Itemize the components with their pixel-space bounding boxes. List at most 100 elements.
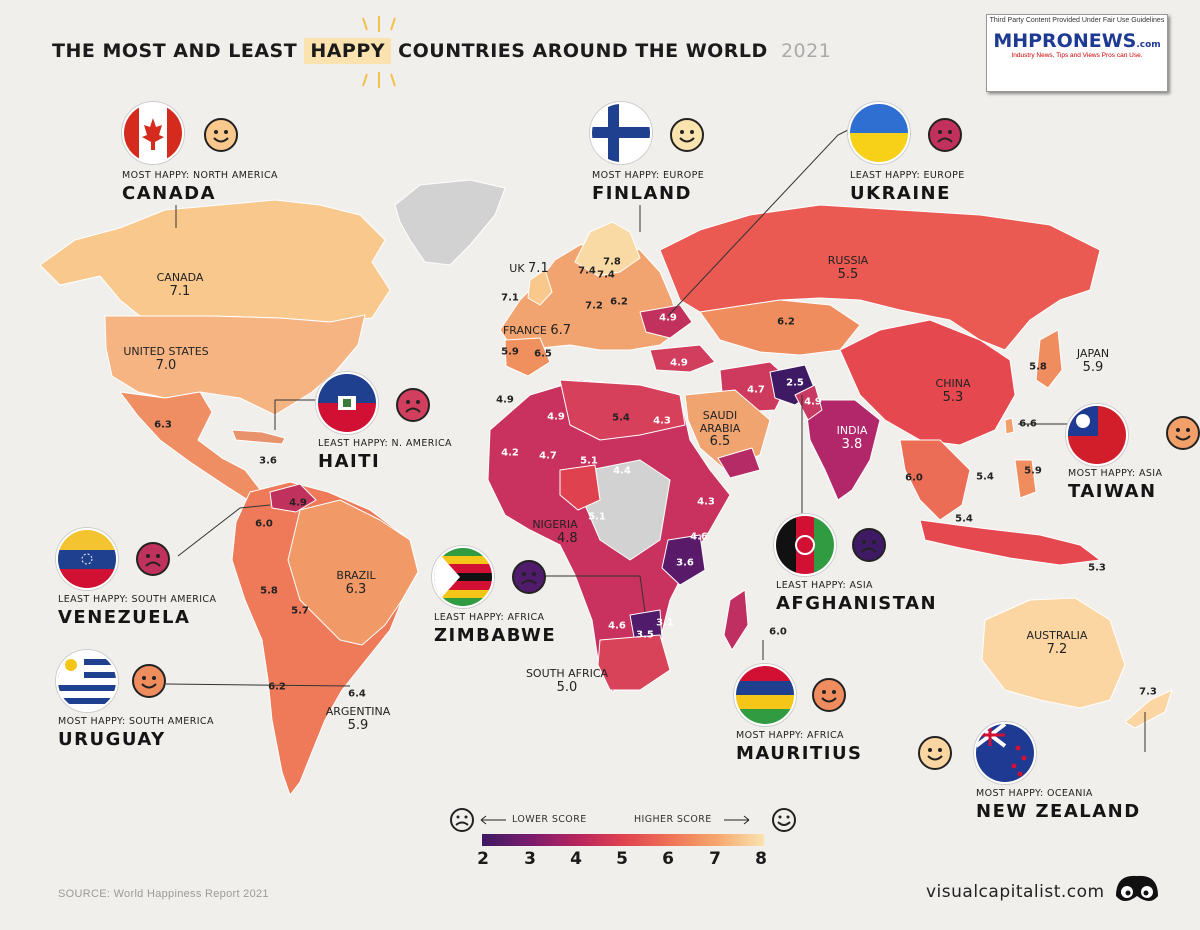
taiwan-shape <box>1004 417 1015 435</box>
map-value: 3.1 <box>656 617 674 629</box>
zimbabwe-flag-icon <box>432 546 494 608</box>
greenland-shape <box>394 179 506 266</box>
card-subtitle: LEAST HAPPY: SOUTH AMERICA <box>58 594 217 605</box>
map-label-name: INDIA <box>836 424 868 437</box>
tanzania-shape <box>661 534 706 586</box>
legend-color-bar <box>482 834 764 846</box>
pakistan-shape <box>794 384 823 421</box>
card-country-name: NEW ZEALAND <box>976 801 1141 822</box>
card-subtitle: LEAST HAPPY: N. AMERICA <box>318 438 452 449</box>
map-label-value: 7.1 <box>169 283 191 299</box>
logo-brand: MHPRONEWS.com <box>987 30 1167 52</box>
map-value: 6.2 <box>268 681 286 693</box>
uk-shape <box>527 269 553 306</box>
map-value: 5.1 <box>588 511 606 523</box>
map-label-france: FRANCE 6.7 <box>502 323 572 339</box>
map-label-china: CHINA 5.3 <box>936 377 971 406</box>
map-value: 5.9 <box>1024 465 1042 477</box>
logo-tagline: Industry News, Tips and Views Pros can U… <box>1011 52 1143 59</box>
map-value: 6.0 <box>905 472 923 484</box>
newzealand-shape <box>1124 689 1173 729</box>
map-label-value: 6.7 <box>550 323 572 338</box>
logo-domain: .com <box>1136 40 1161 50</box>
map-value: 7.3 <box>1139 686 1157 698</box>
map-value: 6.3 <box>154 419 172 431</box>
map-label-brazil: BRAZIL 6.3 <box>336 569 376 598</box>
legend-lower-label: LOWER SCORE <box>512 814 587 825</box>
map-value: 7.8 <box>603 256 621 268</box>
taiwan-flag-icon <box>1066 404 1128 466</box>
arrow-left-icon <box>480 815 506 825</box>
se-asia-shape <box>899 439 971 521</box>
map-value: 4.9 <box>804 396 822 408</box>
kazakhstan-shape <box>699 299 861 356</box>
brazil-shape <box>287 499 419 646</box>
afghanistan-flag-icon <box>774 514 836 576</box>
map-value: 7.1 <box>501 292 519 304</box>
sun-rays-icon <box>362 16 396 32</box>
map-value: 4.3 <box>653 415 671 427</box>
mexico-shape <box>119 391 263 501</box>
map-label-value: 7.1 <box>528 261 549 276</box>
map-label-name: FRANCE <box>502 324 547 337</box>
map-label-value: 5.9 <box>1082 359 1104 375</box>
legend-tick: 5 <box>616 849 628 869</box>
sad-face-icon <box>852 528 886 562</box>
brand-name[interactable]: visualcapitalist.com <box>926 882 1105 902</box>
card-subtitle: LEAST HAPPY: AFRICA <box>434 612 545 623</box>
logo-fair-use-text: Third Party Content Provided Under Fair … <box>989 17 1165 24</box>
map-label-saudi-arabia: SAUDI ARABIA 6.5 <box>690 409 750 450</box>
ukraine-shape <box>639 304 693 339</box>
ukraine-flag-icon <box>848 102 910 164</box>
india-shape <box>804 399 881 501</box>
title-highlight: HAPPY <box>304 38 392 64</box>
southafrica-shape <box>597 634 671 691</box>
map-label-name: NIGERIA <box>532 518 578 531</box>
map-value: 3.5 <box>636 629 654 641</box>
legend-tick: 4 <box>570 849 582 869</box>
card-country-name: ZIMBABWE <box>434 625 557 646</box>
australia-shape <box>981 597 1126 709</box>
happy-face-icon <box>812 678 846 712</box>
map-label-value: 7.2 <box>1046 641 1068 657</box>
map-value: 6.4 <box>348 688 366 700</box>
legend-tick: 3 <box>524 849 536 869</box>
canada-flag-icon <box>122 102 184 164</box>
page-title: THE MOST AND LEAST HAPPY COUNTRIES AROUN… <box>52 38 831 64</box>
logo-brand-text: MHPRONEWS <box>993 30 1137 52</box>
uruguay-flag-icon <box>56 650 118 712</box>
map-label-name: RUSSIA <box>827 254 869 267</box>
card-subtitle: LEAST HAPPY: EUROPE <box>850 170 965 181</box>
indonesia-shape <box>919 519 1101 566</box>
map-value: 4.6 <box>608 620 626 632</box>
card-country-name: TAIWAN <box>1068 481 1157 502</box>
map-label-argentina: ARGENTINA 5.9 <box>325 705 391 734</box>
map-label-value: 6.3 <box>345 581 367 597</box>
map-value: 4.2 <box>501 447 519 459</box>
map-label-value: 7.0 <box>155 357 177 373</box>
map-label-name: SAUDI ARABIA <box>699 409 741 435</box>
central-africa-shape <box>584 459 671 561</box>
legend-tick: 8 <box>755 849 767 869</box>
map-label-name: CANADA <box>156 271 204 284</box>
mhpronews-logo[interactable]: Third Party Content Provided Under Fair … <box>986 14 1168 92</box>
sad-face-icon <box>512 560 546 594</box>
map-label-usa: UNITED STATES 7.0 <box>123 345 208 374</box>
card-subtitle: MOST HAPPY: ASIA <box>1068 468 1163 479</box>
map-label-name: SOUTH AFRICA <box>525 667 609 680</box>
map-label-name: ARGENTINA <box>325 705 391 718</box>
card-country-name: UKRAINE <box>850 183 951 204</box>
map-label-name: BRAZIL <box>336 569 376 582</box>
title-text-2: COUNTRIES AROUND THE WORLD <box>398 40 768 62</box>
map-value: 5.3 <box>1088 562 1106 574</box>
map-value: 3.6 <box>676 557 694 569</box>
turkey-shape <box>649 344 716 373</box>
legend-tick: 7 <box>709 849 721 869</box>
map-label-russia: RUSSIA 5.5 <box>827 254 869 283</box>
card-country-name: URUGUAY <box>58 729 166 750</box>
canada-shape <box>39 199 391 323</box>
caribbean-shape <box>231 429 286 445</box>
map-value: 7.4 <box>597 269 615 281</box>
happy-face-icon <box>918 736 952 770</box>
venezuela-shape <box>269 483 317 513</box>
